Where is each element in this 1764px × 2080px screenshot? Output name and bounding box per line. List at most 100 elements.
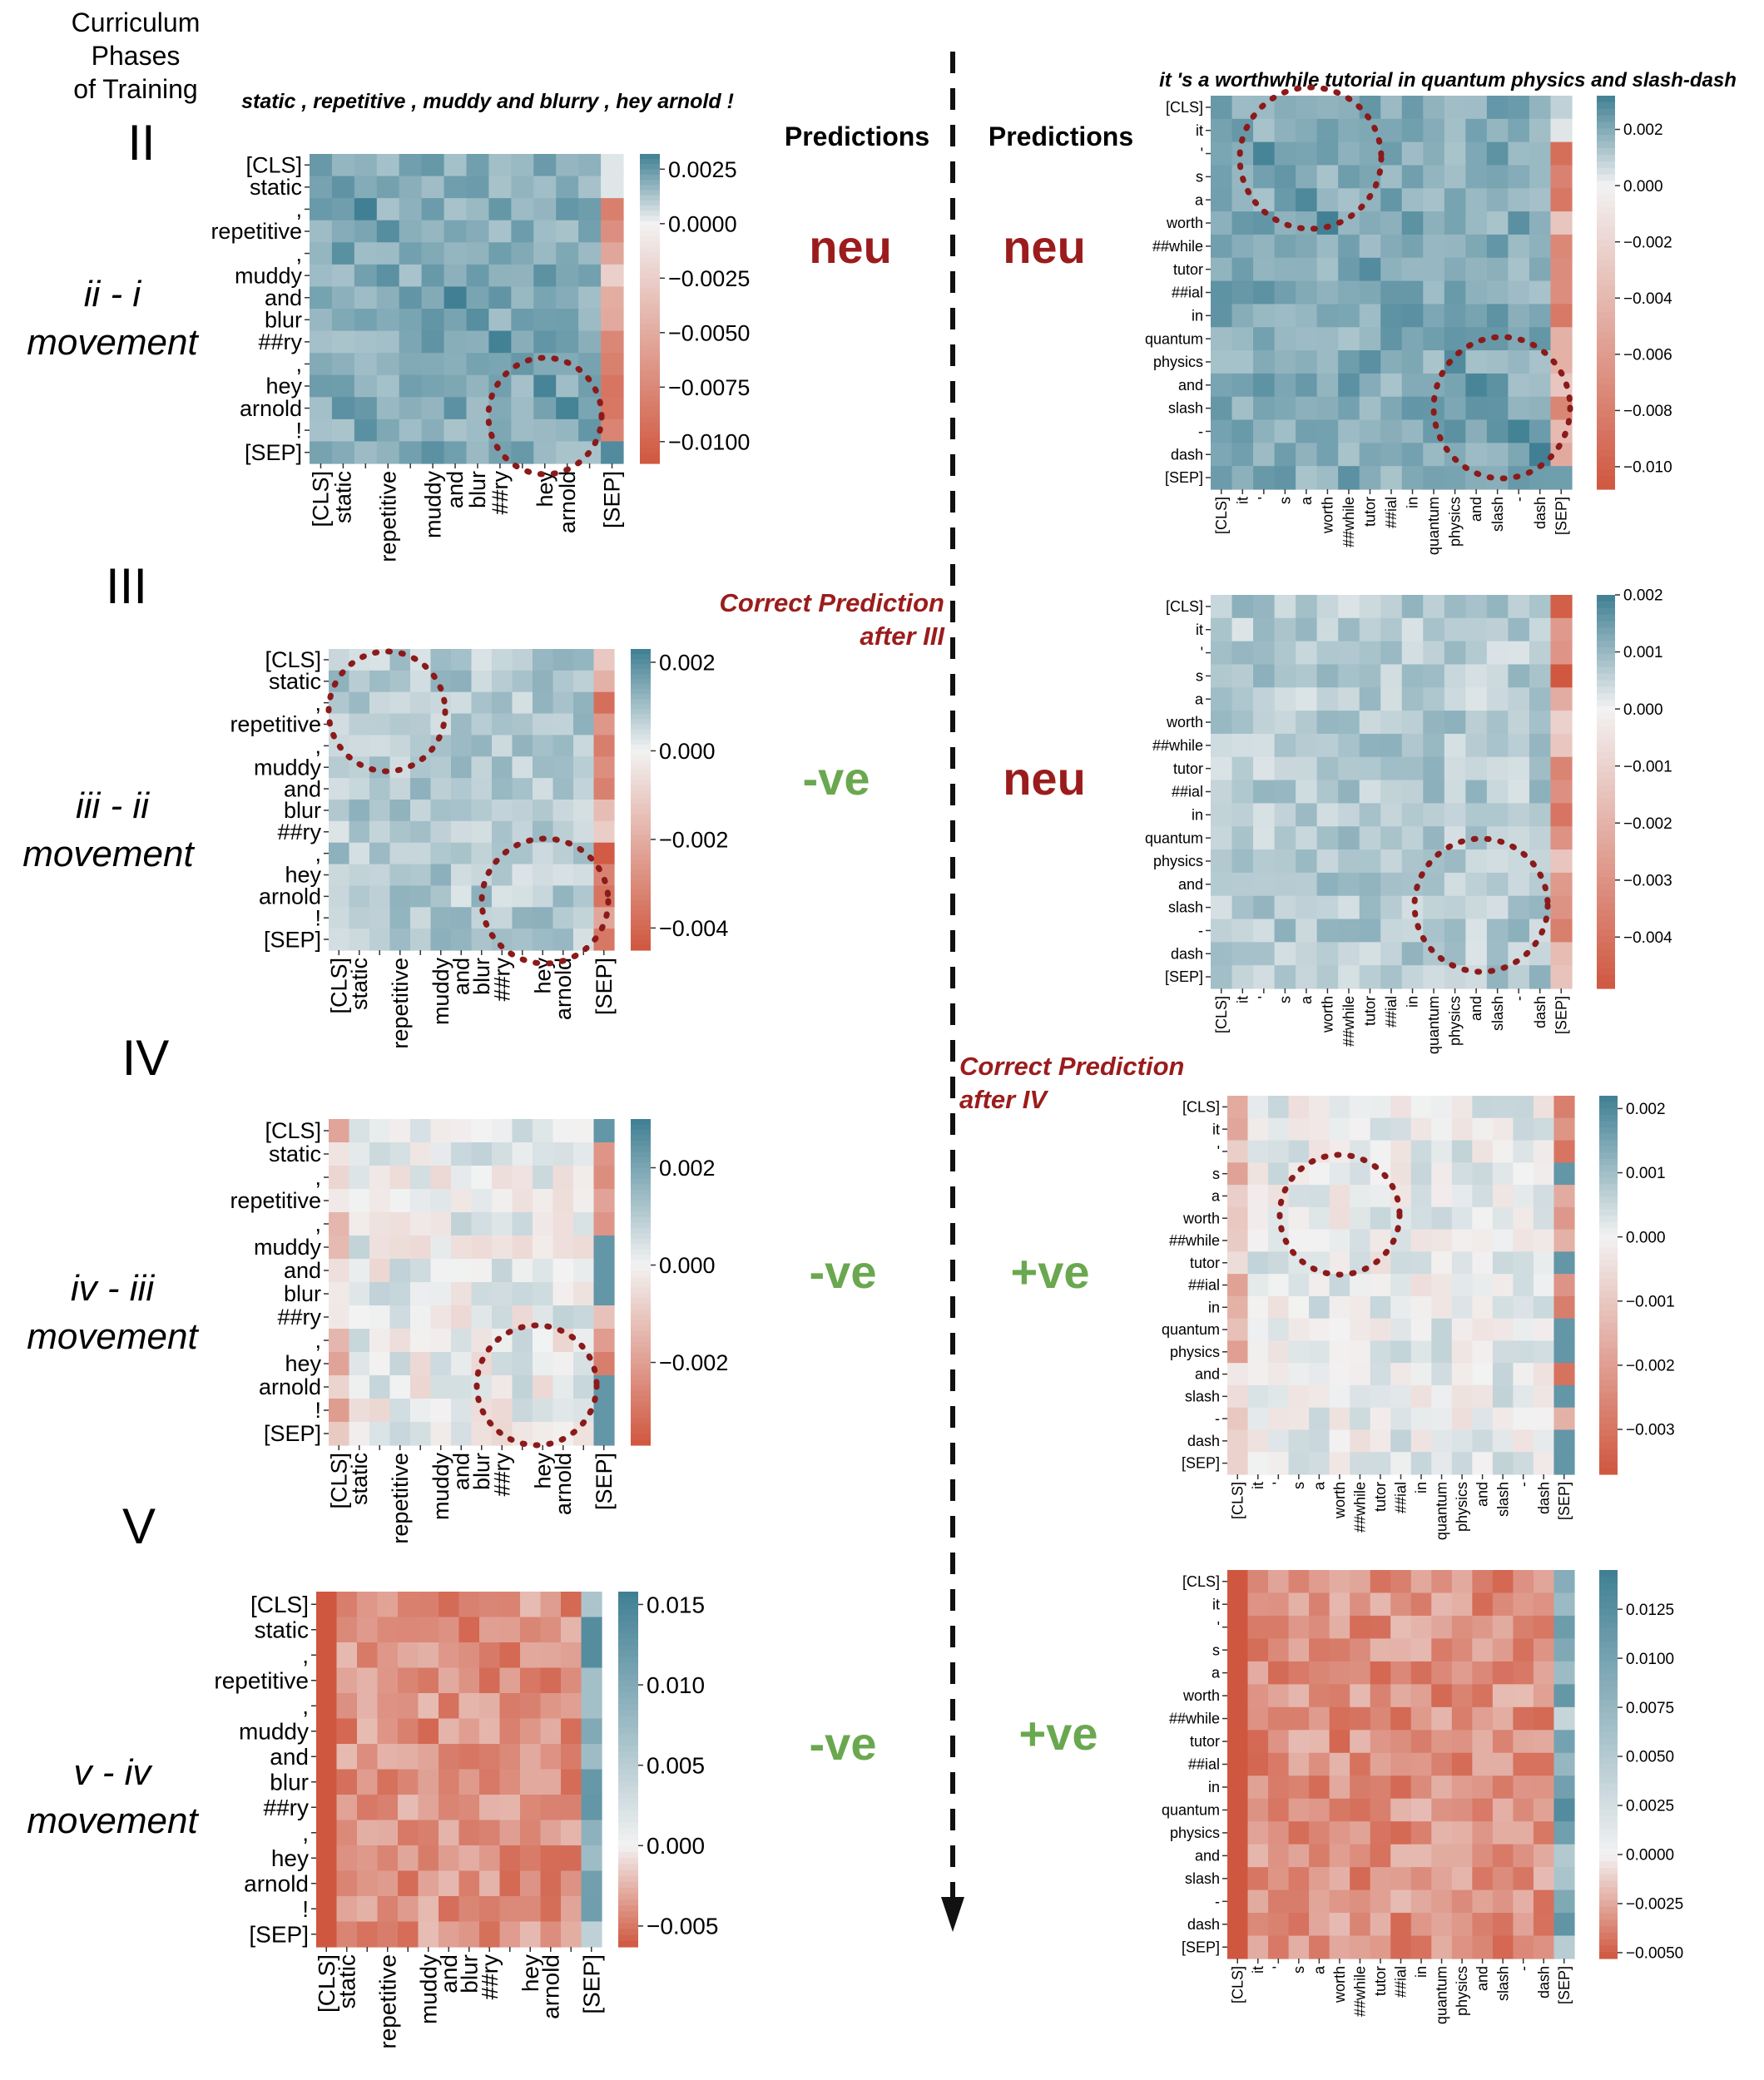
heatmap-cell	[1231, 280, 1254, 305]
x-tick-label: arnold	[555, 471, 580, 533]
heatmap-cell	[1553, 1185, 1575, 1208]
heatmap-cell	[1472, 1452, 1494, 1475]
heatmap-cell	[1410, 1096, 1432, 1119]
heatmap-cell	[410, 907, 432, 929]
heatmap-cell	[410, 800, 432, 822]
heatmap-cell	[479, 1896, 501, 1923]
heatmap-cell	[1338, 733, 1360, 758]
heatmap-cell	[1472, 1295, 1494, 1320]
heatmap-cell	[1401, 711, 1424, 735]
heatmap-cell	[1513, 1775, 1534, 1800]
heatmap-cell	[1410, 1935, 1432, 1959]
y-tick-label: ,	[315, 1165, 321, 1190]
heatmap-cell	[1370, 1274, 1391, 1297]
heatmap-cell	[1370, 1661, 1391, 1685]
heatmap-cell	[377, 1667, 399, 1694]
colorbar-segment	[1599, 1712, 1618, 1720]
colorbar-tick-label: −0.0025	[1626, 1896, 1683, 1914]
heatmap-cell	[1268, 1867, 1290, 1891]
heatmap-cell	[451, 885, 473, 908]
heatmap-cell	[1247, 1162, 1269, 1186]
heatmap-cell	[336, 1642, 358, 1669]
heatmap-cell	[1401, 466, 1424, 490]
colorbar-segment	[631, 1135, 651, 1142]
heatmap-cell	[552, 929, 574, 951]
heatmap-cell	[1338, 466, 1360, 490]
colorbar-segment	[640, 458, 660, 464]
colorbar-segment	[1599, 1278, 1618, 1286]
colorbar-segment	[618, 1929, 638, 1936]
heatmap-cell	[1529, 257, 1552, 282]
movement-label-1b: movement	[27, 322, 199, 363]
heatmap-cell	[1211, 350, 1233, 374]
heatmap-cell	[1211, 257, 1233, 282]
heatmap-cell	[1227, 1274, 1249, 1297]
colorbar-segment	[1597, 331, 1615, 339]
heatmap-cell	[1529, 165, 1552, 189]
colorbar-segment	[1597, 627, 1615, 635]
heatmap-cell	[1227, 1318, 1249, 1342]
heatmap-cell	[488, 242, 512, 265]
x-tick-label: ##while	[1352, 1966, 1369, 2017]
heatmap-cell	[443, 353, 468, 376]
colorbar-segment	[631, 694, 651, 700]
y-tick-label: '	[1217, 1619, 1220, 1636]
colorbar-segment	[631, 1325, 651, 1332]
heatmap-cell	[1401, 211, 1424, 235]
heatmap-cell	[556, 286, 579, 310]
heatmap-cell	[573, 649, 595, 671]
colorbar-segment	[1597, 226, 1615, 235]
colorbar-segment	[618, 1852, 638, 1859]
heatmap-cell	[533, 649, 554, 671]
heatmap-cell	[512, 800, 533, 822]
heatmap-cell	[1451, 1407, 1473, 1431]
heatmap-cell	[1533, 1096, 1555, 1119]
heatmap-cell	[499, 1845, 521, 1872]
heatmap-cell	[1296, 595, 1318, 619]
heatmap-cell	[1401, 617, 1424, 642]
y-tick-label: it	[1196, 122, 1203, 139]
heatmap-cell	[1465, 664, 1488, 688]
prediction-right-3: +ve	[1011, 1246, 1090, 1298]
heatmap-cell	[593, 713, 615, 736]
heatmap-cell	[512, 691, 533, 715]
heatmap-cell	[1472, 1363, 1494, 1386]
colorbar-segment	[1597, 666, 1615, 675]
heatmap-cell	[492, 1119, 513, 1143]
colorbar-segment	[1599, 1316, 1618, 1324]
colorbar-segment	[631, 794, 651, 800]
heatmap-cell	[1268, 1384, 1290, 1409]
heatmap-cell	[1444, 234, 1466, 259]
colorbar-segment	[1599, 1919, 1618, 1927]
y-tick-label: s	[1212, 1642, 1220, 1658]
heatmap-cell	[1492, 1684, 1514, 1708]
heatmap-cell	[1410, 1185, 1432, 1208]
x-tick-label: and	[1468, 497, 1484, 522]
heatmap-cell	[1451, 1295, 1473, 1320]
heatmap-cell	[1423, 617, 1445, 642]
heatmap-cell	[1390, 1844, 1412, 1868]
heatmap-cell	[1533, 1384, 1555, 1409]
heatmap-cell	[1288, 1661, 1310, 1685]
x-tick-label: and	[448, 1453, 473, 1490]
heatmap-cell	[1553, 1706, 1575, 1731]
heatmap-cell	[349, 864, 370, 887]
heatmap-cell	[1550, 756, 1573, 781]
highlight-circle	[1276, 1151, 1403, 1278]
colorbar-tick-label: 0.000	[659, 1253, 716, 1278]
heatmap-cell	[1486, 280, 1509, 305]
heatmap-cell	[540, 1642, 562, 1669]
heatmap-cell	[1444, 711, 1466, 735]
x-tick-label: dash	[1532, 497, 1548, 529]
heatmap-cell	[1247, 1775, 1269, 1800]
colorbar-segment	[631, 749, 651, 755]
heatmap-cell	[1338, 595, 1360, 619]
heatmap-cell	[1247, 1798, 1269, 1822]
heatmap-cell	[556, 220, 579, 243]
heatmap-cell	[329, 1259, 350, 1283]
heatmap-cell	[458, 1921, 480, 1948]
y-tick-label: in	[1192, 806, 1203, 823]
heatmap-cell	[1231, 396, 1254, 421]
heatmap-cell	[377, 1795, 399, 1821]
heatmap-cell	[1390, 1096, 1412, 1119]
